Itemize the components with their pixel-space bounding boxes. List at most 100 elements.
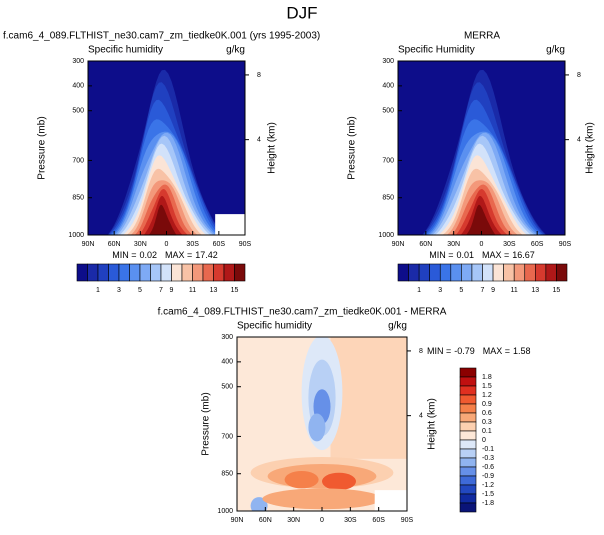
- missing-area: [374, 490, 407, 511]
- y-tick-label: 500: [382, 108, 394, 115]
- contour-fill: [148, 204, 177, 235]
- colorbar-label: 13: [210, 287, 218, 294]
- contour-fill: [330, 337, 407, 459]
- min-value: 0.02: [139, 250, 157, 260]
- colorbar-label: 15: [553, 287, 561, 294]
- colorbar-label: 1.8: [482, 374, 492, 381]
- right-label: g/kg: [226, 45, 245, 56]
- y-tick-label: 700: [72, 157, 84, 164]
- colorbar-box: [459, 421, 477, 432]
- colorbar-box: [535, 263, 547, 282]
- colorbar-label: 11: [511, 287, 518, 294]
- colorbar-box: [459, 412, 477, 423]
- right-label: g/kg: [388, 321, 407, 332]
- max-value: 1.58: [513, 346, 531, 356]
- colorbar-box: [213, 263, 225, 282]
- colorbar-box: [459, 403, 477, 414]
- panel-title: f.cam6_4_089.FLTHIST_ne30.cam7_zm_tiedke…: [158, 307, 447, 318]
- max-label: MAX =: [482, 250, 509, 260]
- y-tick-label: 500: [72, 108, 84, 115]
- colorbar-label: 0.1: [482, 428, 492, 435]
- contour-fill: [322, 472, 356, 491]
- max-label: MAX =: [483, 346, 510, 356]
- colorbar-box: [459, 367, 477, 378]
- y2-tick-label: 4: [577, 136, 581, 143]
- contour-fill: [267, 464, 377, 489]
- x-tick-label: 0: [320, 517, 324, 524]
- y2-tick-label: 4: [419, 412, 423, 419]
- colorbar-box: [524, 263, 536, 282]
- left-label: Specific Humidity: [398, 45, 475, 56]
- min-max: MIN = 0.02 MAX = 17.42: [112, 250, 218, 260]
- min-label: MIN =: [427, 346, 451, 356]
- colorbar-box: [192, 263, 204, 282]
- left-label: Specific humidity: [88, 45, 163, 56]
- min-value: -0.79: [454, 346, 475, 356]
- x-tick-label: 60N: [108, 241, 121, 248]
- colorbar-label: 1: [417, 287, 421, 294]
- colorbar-label: 0: [482, 437, 486, 444]
- colorbar-box: [545, 263, 557, 282]
- max-value: 17.42: [195, 250, 218, 260]
- colorbar-label: 7: [159, 287, 163, 294]
- colorbar-box: [471, 263, 483, 282]
- y2-tick-label: 4: [257, 136, 261, 143]
- colorbar-box: [418, 263, 430, 282]
- x-tick-label: 30S: [344, 517, 357, 524]
- x-tick-label: 60S: [531, 241, 544, 248]
- colorbar-label: 9: [491, 287, 495, 294]
- contour-field: [237, 337, 407, 511]
- colorbar-label: 3: [438, 287, 442, 294]
- colorbar-label: 0.6: [482, 410, 492, 417]
- colorbar-box: [202, 263, 214, 282]
- colorbar-label: -0.3: [482, 455, 494, 462]
- y-axis-label: Pressure (mb): [347, 116, 358, 179]
- colorbar-label: 3: [117, 287, 121, 294]
- y-tick-label: 850: [221, 471, 233, 478]
- x-tick-label: 30S: [503, 241, 516, 248]
- y-tick-label: 1000: [68, 232, 84, 239]
- min-label: MIN =: [429, 250, 453, 260]
- y-tick-label: 1000: [217, 508, 233, 515]
- colorbar-label: 11: [189, 287, 196, 294]
- x-tick-label: 90S: [401, 517, 414, 524]
- colorbar-label: 13: [531, 287, 539, 294]
- colorbar-box: [459, 484, 477, 495]
- colorbar-box: [429, 263, 441, 282]
- min-label: MIN =: [112, 250, 136, 260]
- colorbar-box: [150, 263, 162, 282]
- y-axis-label: Pressure (mb): [201, 392, 212, 455]
- y-tick-label: 500: [221, 384, 233, 391]
- colorbar-box: [459, 502, 477, 513]
- colorbar-box: [160, 263, 172, 282]
- contour-fill: [308, 413, 326, 442]
- x-tick-label: 90S: [239, 241, 252, 248]
- left-label: Specific humidity: [237, 321, 312, 332]
- x-tick-label: 90S: [559, 241, 572, 248]
- x-tick-label: 90N: [82, 241, 95, 248]
- colorbar-box: [450, 263, 462, 282]
- contour-field: [88, 61, 245, 235]
- figure-title: DJF: [286, 3, 317, 22]
- colorbar-box: [459, 475, 477, 486]
- x-tick-label: 60S: [213, 241, 226, 248]
- y-tick-label: 400: [221, 359, 233, 366]
- max-value: 16.67: [512, 250, 535, 260]
- y-tick-label: 300: [221, 334, 233, 341]
- colorbar-box: [139, 263, 151, 282]
- y-tick-label: 700: [382, 157, 394, 164]
- y-tick-label: 400: [72, 83, 84, 90]
- colorbar-box: [459, 439, 477, 450]
- y2-axis-label: Height (km): [267, 122, 278, 174]
- colorbar-box: [459, 448, 477, 459]
- colorbar-label: 0.9: [482, 401, 492, 408]
- min-value: 0.01: [456, 250, 474, 260]
- colorbar-box: [513, 263, 526, 282]
- y-axis-label: Pressure (mb): [37, 116, 48, 179]
- x-tick-label: 90N: [392, 241, 405, 248]
- colorbar-box: [181, 263, 193, 282]
- x-tick-label: 0: [165, 241, 169, 248]
- colorbar-box: [459, 430, 477, 441]
- y2-axis-label: Height (km): [585, 122, 596, 174]
- right-label: g/kg: [546, 45, 565, 56]
